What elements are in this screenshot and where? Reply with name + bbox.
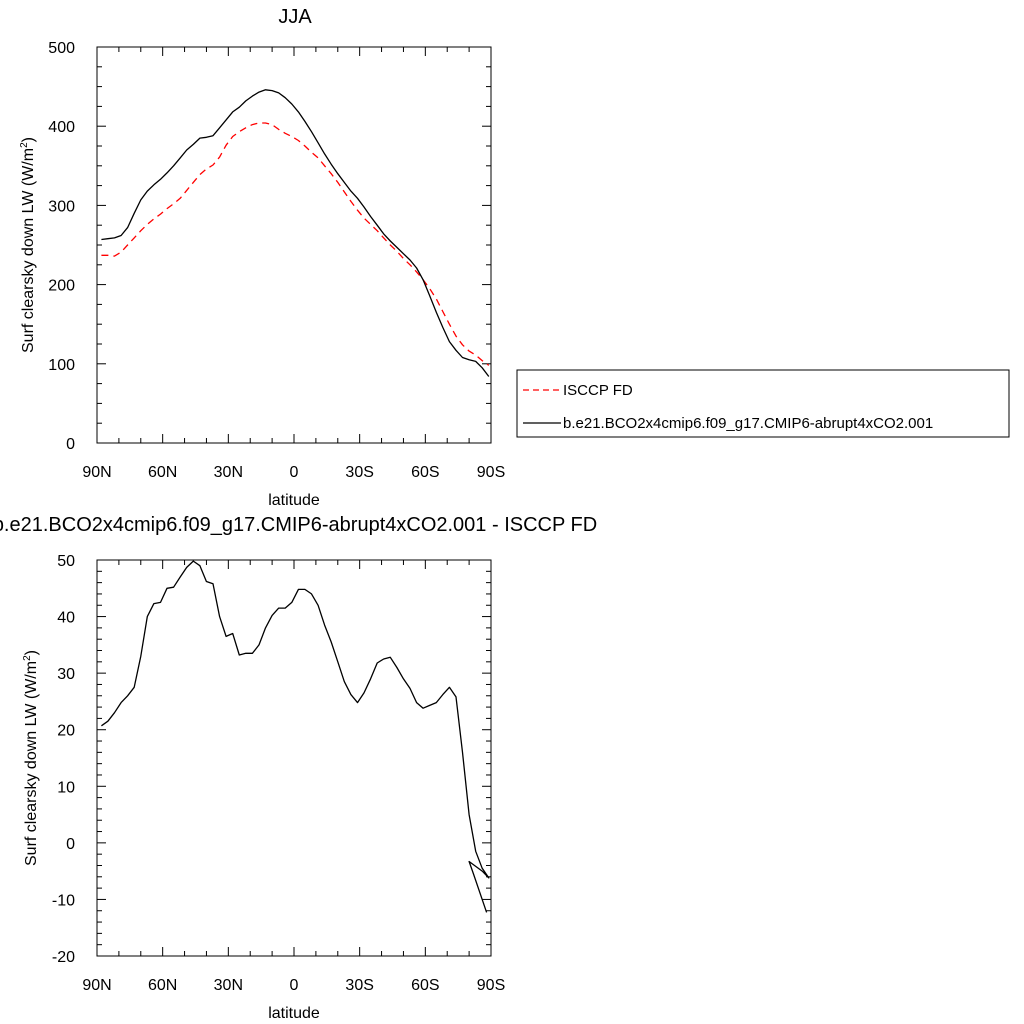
- bottom-chart-y-axis-label-main: Surf clearsky down LW (W/m: [23, 661, 40, 866]
- top-chart-x-tick-label: 0: [290, 464, 299, 481]
- bottom-chart-x-tick-label: 90N: [82, 977, 111, 994]
- top-chart-y-axis-label-superscript: 2: [19, 142, 30, 148]
- top-chart-x-tick-label: 30S: [345, 464, 373, 481]
- top-chart-x-tick-label: 90N: [82, 464, 111, 481]
- bottom-chart-y-axis-label-superscript: 2: [22, 655, 33, 661]
- top-chart-y-tick-label: 400: [48, 119, 75, 136]
- top-chart-x-tick-label: 30N: [214, 464, 243, 481]
- top-chart-y-tick-label: 500: [48, 40, 75, 57]
- top-chart-series-line-0: [101, 122, 490, 366]
- bottom-chart-x-axis-label: latitude: [268, 1005, 320, 1022]
- bottom-chart-y-tick-label: 0: [66, 836, 75, 853]
- bottom-chart-y-tick-label: 20: [57, 723, 75, 740]
- bottom-chart-title: b.e21.BCO2x4cmip6.f09_g17.CMIP6-abrupt4x…: [0, 514, 597, 536]
- top-chart: JJA 90N 60N 30N 0 30S 60S 90S0100200300400500 …: [19, 6, 1010, 509]
- top-chart-y-axis-label-main: Surf clearsky down LW (W/m: [20, 148, 37, 353]
- bottom-chart-series-line-0: [101, 560, 490, 913]
- bottom-chart-y-tick-label: 10: [57, 779, 75, 796]
- bottom-chart-lines: [101, 560, 490, 913]
- bottom-chart-ticks: [96, 559, 492, 957]
- bottom-chart-x-tick-label: 60N: [148, 977, 177, 994]
- bottom-chart-x-tick-label: 60S: [411, 977, 439, 994]
- legend-label-isccp-fd: ISCCP FD: [563, 382, 633, 399]
- top-chart-x-tick-label: 60S: [411, 464, 439, 481]
- top-chart-series-line-1: [101, 89, 490, 377]
- top-chart-y-tick-label: 100: [48, 357, 75, 374]
- top-chart-y-tick-label: 200: [48, 278, 75, 295]
- top-chart-plot-frame: [96, 46, 492, 444]
- bottom-chart-y-tick-label: 40: [57, 610, 75, 627]
- bottom-chart: b.e21.BCO2x4cmip6.f09_g17.CMIP6-abrupt4x…: [0, 514, 597, 1022]
- bottom-chart-x-tick-label: 0: [290, 977, 299, 994]
- bottom-chart-x-tick-label: 90S: [477, 977, 505, 994]
- bottom-chart-x-tick-label: 30S: [345, 977, 373, 994]
- top-chart-x-tick-label: 90S: [477, 464, 505, 481]
- top-chart-y-tick-label: 0: [66, 436, 75, 453]
- legend-label-model: b.e21.BCO2x4cmip6.f09_g17.CMIP6-abrupt4x…: [563, 415, 933, 432]
- top-chart-x-axis-label: latitude: [268, 492, 320, 509]
- top-chart-legend: ISCCP FD b.e21.BCO2x4cmip6.f09_g17.CMIP6…: [516, 369, 1010, 438]
- top-chart-y-tick-label: 300: [48, 198, 75, 215]
- bottom-chart-y-tick-label: -10: [52, 892, 75, 909]
- top-chart-tick-labels: 90N 60N 30N 0 30S 60S 90S 0 100 200 300 400 500: [48, 40, 505, 481]
- bottom-chart-y-tick-label: 50: [57, 553, 75, 570]
- bottom-chart-y-axis-label: Surf clearsky down LW (W/m2): [22, 650, 40, 866]
- bottom-chart-y-axis-label-close: ): [23, 650, 40, 655]
- bottom-chart-x-tick-label: 30N: [214, 977, 243, 994]
- top-chart-lines: [101, 89, 490, 377]
- top-chart-y-axis-label: Surf clearsky down LW (W/m2): [19, 137, 37, 353]
- bottom-chart-plot-frame: [96, 559, 492, 957]
- top-chart-x-tick-label: 60N: [148, 464, 177, 481]
- bottom-chart-y-tick-label: 30: [57, 666, 75, 683]
- legend-box: [516, 369, 1010, 438]
- top-chart-title: JJA: [278, 6, 312, 28]
- top-chart-y-axis-label-close: ): [20, 137, 37, 142]
- bottom-chart-y-tick-label: -20: [52, 949, 75, 966]
- bottom-chart-tick-labels: 90N 60N 30N 0 30S 60S 90S -20 -10 0 10 20 30 40 50: [52, 553, 505, 994]
